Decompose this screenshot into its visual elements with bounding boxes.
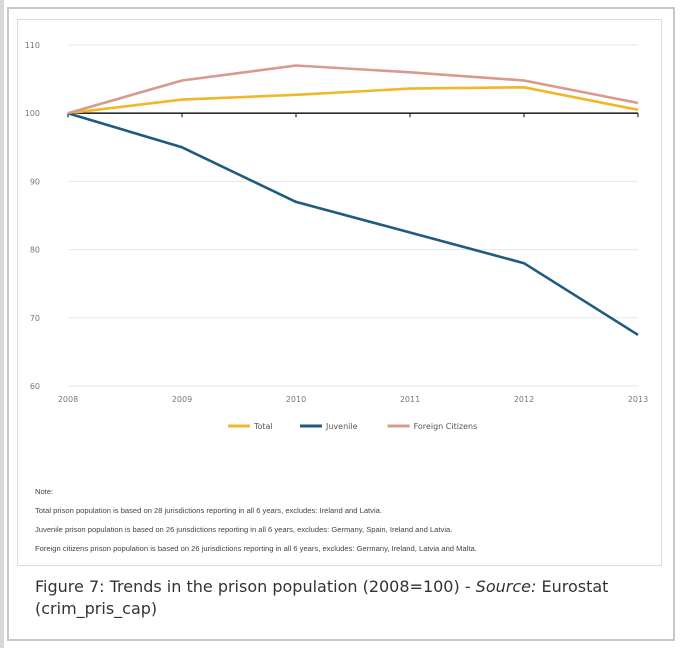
- legend-label-total: Total: [253, 422, 273, 431]
- x-tick-label: 2009: [172, 395, 192, 404]
- figure-caption: Figure 7: Trends in the prison populatio…: [35, 576, 665, 620]
- notes-heading: Note:: [35, 487, 54, 496]
- caption-text: Figure 7: Trends in the prison populatio…: [35, 577, 476, 596]
- x-tick-label: 2008: [58, 395, 78, 404]
- page-left-border: [0, 0, 4, 648]
- x-tick-label: 2013: [628, 395, 648, 404]
- series-line-total: [67, 86, 639, 115]
- series-line-juvenile: [67, 111, 639, 337]
- y-tick-label: 60: [30, 382, 40, 391]
- legend-label-juvenile: Juvenile: [325, 422, 358, 431]
- y-tick-label: 110: [25, 41, 40, 50]
- series-line-foreign-citizens: [67, 64, 639, 115]
- note-foreign: Foreign citizens prison population is ba…: [35, 544, 477, 553]
- y-tick-label: 90: [30, 177, 40, 186]
- x-tick-label: 2012: [514, 395, 534, 404]
- y-tick-label: 70: [30, 314, 40, 323]
- x-tick-label: 2011: [400, 395, 420, 404]
- caption-source-text: Eurostat (crim_pris_cap): [35, 577, 609, 618]
- series-lines: [67, 64, 639, 337]
- note-juvenile: Juvenile prison population is based on 2…: [35, 525, 453, 534]
- caption-source-label: Source:: [475, 577, 537, 596]
- note-total: Total prison population is based on 28 j…: [35, 506, 382, 515]
- x-tick-label: 2010: [286, 395, 306, 404]
- legend: Total Juvenile Foreign Citizens: [228, 422, 477, 431]
- x-tick-labels: 2008 2009 2010 2011 2012 2013: [58, 395, 648, 404]
- y-tick-labels: 110 100 90 80 70 60: [25, 41, 40, 391]
- chart-container: 110 100 90 80 70 60 2008 2009 2010 2011 2012 2013 …: [17, 19, 662, 566]
- y-tick-label: 100: [25, 109, 40, 118]
- gridlines: [67, 44, 639, 387]
- y-tick-label: 80: [30, 246, 40, 255]
- legend-label-foreign-citizens: Foreign Citizens: [414, 422, 478, 431]
